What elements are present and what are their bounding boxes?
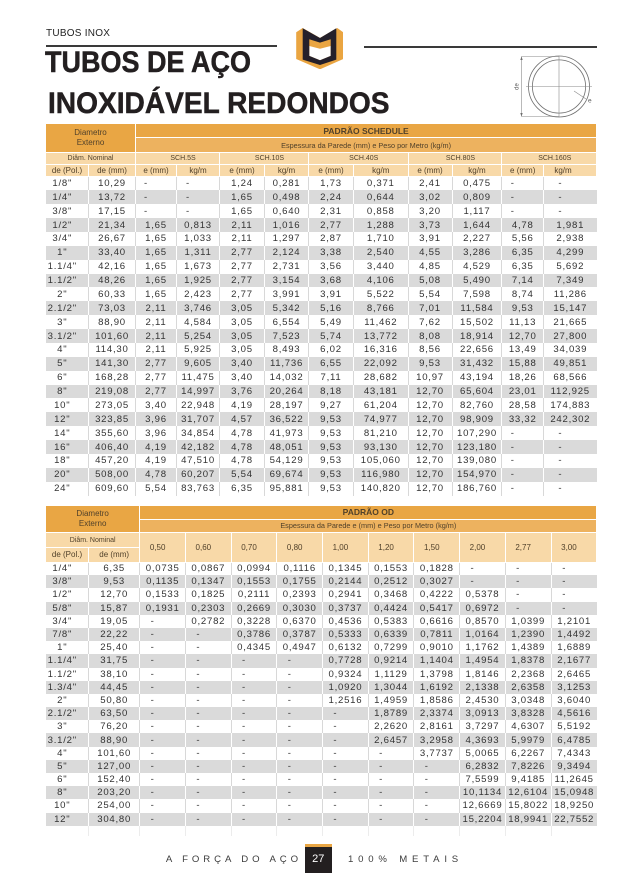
svg-text:de: de (515, 83, 521, 90)
svg-text:e: e (588, 98, 592, 105)
